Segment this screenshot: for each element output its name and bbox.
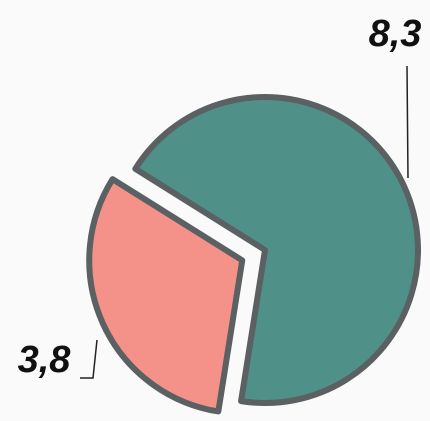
pie-slice: [132, 94, 421, 406]
pie-slice: [86, 176, 246, 415]
data-label: 3,8: [18, 339, 72, 381]
leader-line: [80, 339, 98, 379]
leader-line: [406, 65, 409, 179]
data-label: 8,3: [369, 13, 422, 55]
